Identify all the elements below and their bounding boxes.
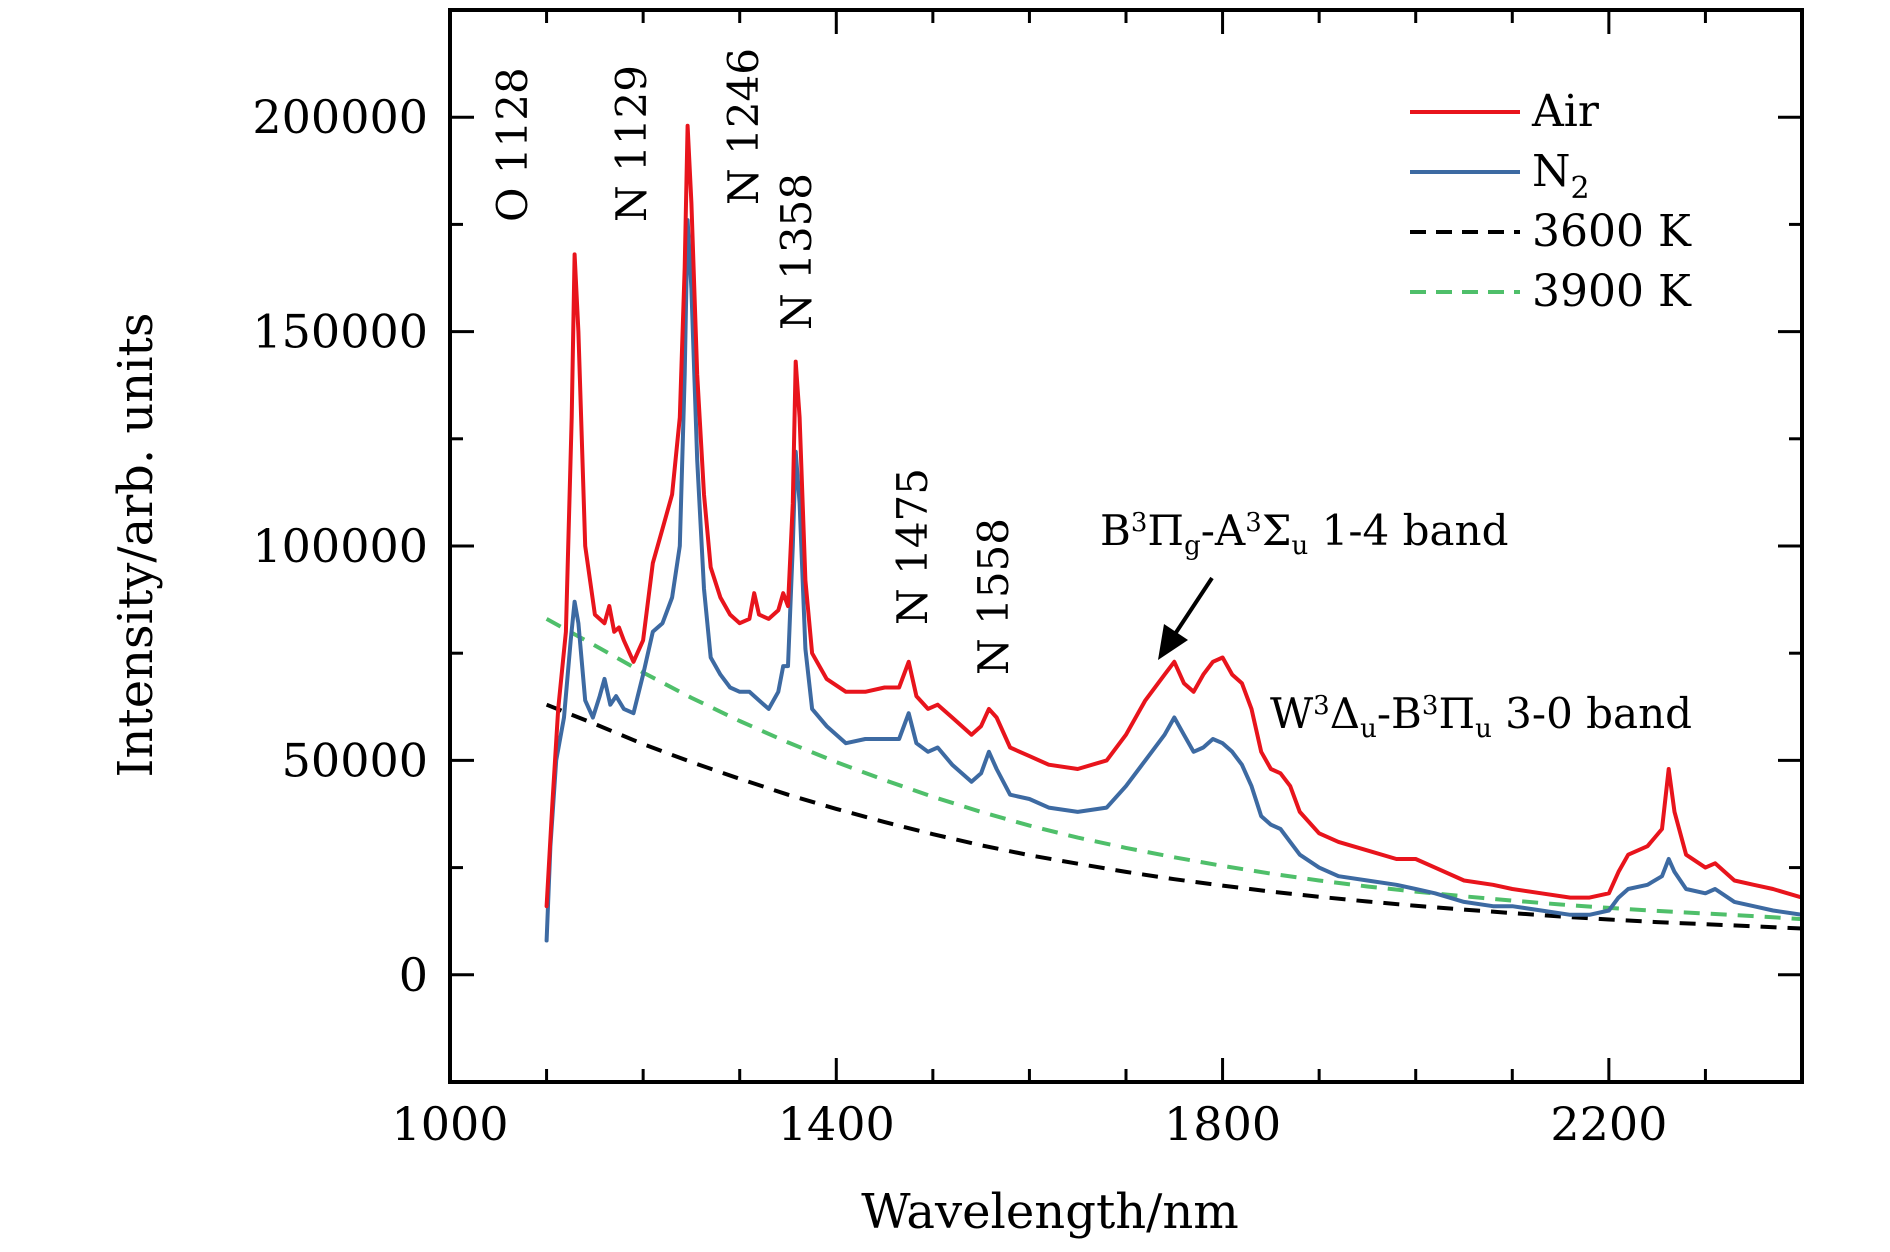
legend-label-n2: N2 <box>1532 146 1590 206</box>
series-line-3600-k <box>545 702 1802 931</box>
line-label-n-1246: N 1246 <box>719 48 768 205</box>
y-tick-label: 100000 <box>252 519 428 573</box>
y-tick-label: 0 <box>399 948 428 1002</box>
x-axis-title: Wavelength/nm <box>861 1184 1239 1240</box>
plot-frame <box>448 8 1804 1084</box>
band-arrow <box>1158 576 1214 660</box>
y-tick-label: 150000 <box>252 305 428 359</box>
legend-label-3600k: 3600 K <box>1532 206 1692 257</box>
line-label-o-1128: O 1128 <box>488 67 537 222</box>
line-label-n-1358: N 1358 <box>772 173 821 330</box>
y-tick-label: 50000 <box>282 733 428 787</box>
series-line-air <box>544 123 1802 909</box>
series-line-3900-k <box>545 617 1802 922</box>
x-tick-label: 1800 <box>1164 1097 1281 1151</box>
axis-ticks: 1000 1400 1800 2200 0 50000 100000 150000 200000 <box>252 8 1804 1151</box>
legend: Air N2 3600 K 3900 K <box>1410 86 1692 317</box>
x-tick-label: 1400 <box>778 1097 895 1151</box>
line-label-n-1129: N 1129 <box>607 65 656 222</box>
line-label-n-1558: N 1558 <box>969 518 1018 675</box>
y-tick-label: 200000 <box>252 90 428 144</box>
y-axis-title: Intensity/arb. units <box>108 313 164 778</box>
band-label-b-a: B3Πg-A3Σu 1-4 band <box>1100 506 1508 561</box>
x-tick-label: 1000 <box>391 1097 508 1151</box>
x-tick-label: 2200 <box>1550 1097 1667 1151</box>
band-label-w-b: W3Δu-B3Πu 3-0 band <box>1270 689 1692 744</box>
legend-label-3900k: 3900 K <box>1532 266 1692 317</box>
line-label-n-1475: N 1475 <box>888 468 937 625</box>
series-group <box>544 123 1802 943</box>
legend-label-air: Air <box>1531 86 1600 137</box>
series-line-n- <box>544 218 1802 943</box>
